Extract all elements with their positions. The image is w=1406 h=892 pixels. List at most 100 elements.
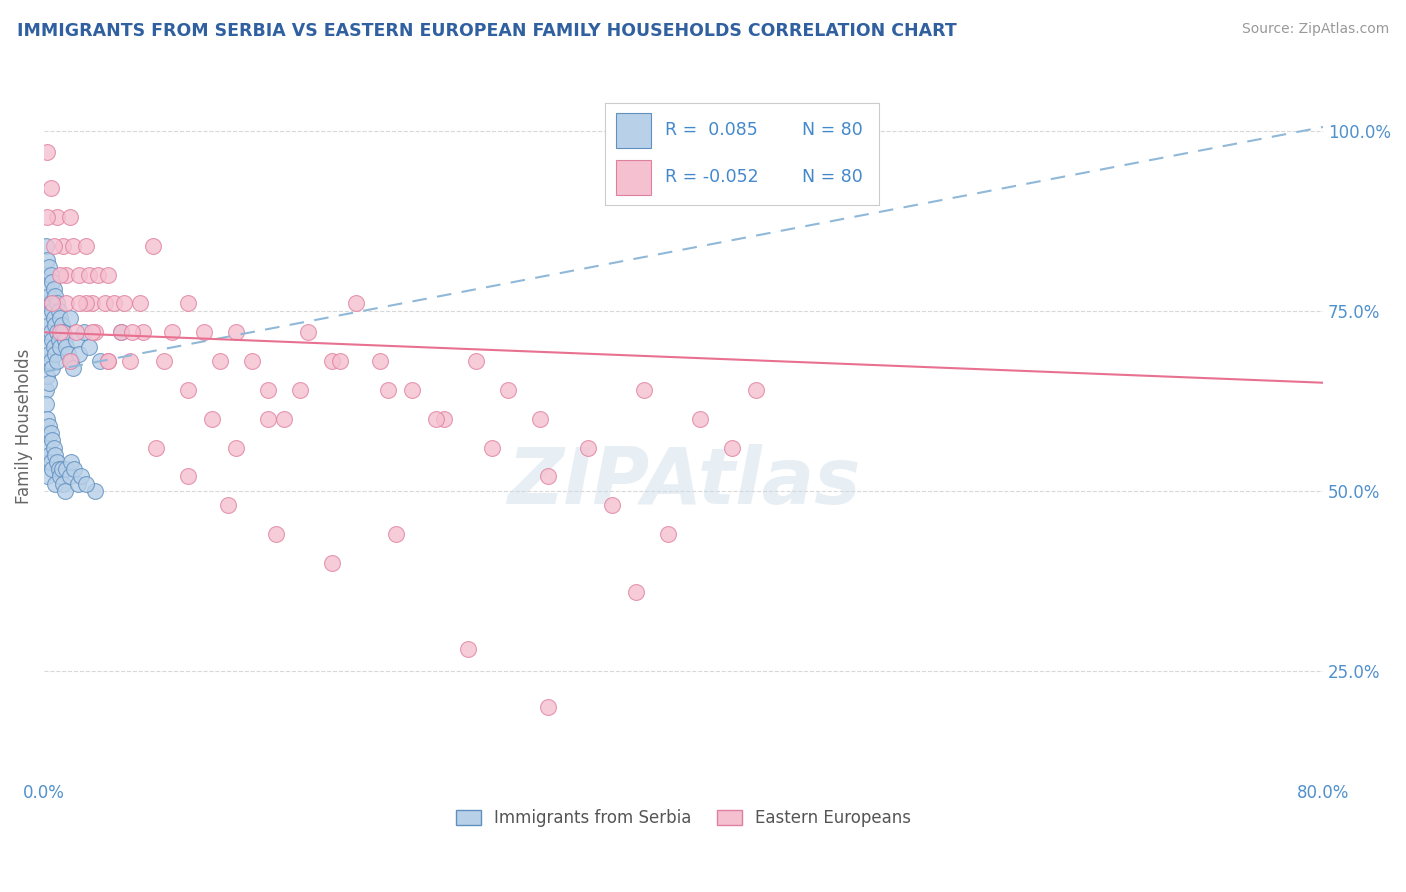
Point: [55, 296, 77, 310]
Point: [37, 368, 59, 383]
Point: [84, 483, 107, 498]
Text: R = -0.052: R = -0.052: [665, 169, 758, 186]
Point: [385, 527, 408, 541]
Point: [45, 296, 67, 310]
Point: [37, 469, 59, 483]
Point: [35, 383, 58, 397]
Legend: Immigrants from Serbia, Eastern Europeans: Immigrants from Serbia, Eastern European…: [450, 803, 918, 834]
Point: [51, 462, 73, 476]
Point: [120, 354, 142, 368]
Point: [45, 210, 67, 224]
Point: [97, 268, 120, 282]
Bar: [616, 112, 651, 148]
Point: [110, 326, 132, 340]
Point: [70, 469, 93, 483]
Point: [97, 354, 120, 368]
Point: [329, 354, 352, 368]
Point: [37, 340, 59, 354]
Point: [55, 462, 77, 476]
Point: [576, 441, 599, 455]
Point: [38, 419, 60, 434]
Point: [264, 527, 287, 541]
Point: [42, 239, 65, 253]
Point: [41, 462, 63, 476]
Point: [67, 347, 90, 361]
Point: [38, 318, 60, 332]
Point: [75, 476, 97, 491]
Point: [66, 476, 89, 491]
Point: [45, 326, 67, 340]
Point: [49, 469, 72, 483]
Point: [177, 296, 200, 310]
Point: [35, 239, 58, 253]
Point: [67, 296, 90, 310]
Point: [208, 354, 231, 368]
Point: [160, 326, 183, 340]
Point: [39, 268, 62, 282]
Point: [77, 268, 100, 282]
Point: [38, 260, 60, 275]
Y-axis label: Family Households: Family Households: [15, 348, 32, 504]
Point: [53, 483, 76, 498]
Point: [59, 469, 82, 483]
Point: [44, 347, 66, 361]
Point: [60, 354, 83, 368]
Point: [38, 448, 60, 462]
Point: [94, 296, 117, 310]
Point: [38, 376, 60, 390]
Point: [240, 354, 263, 368]
Point: [42, 310, 65, 325]
Point: [45, 354, 67, 368]
Point: [377, 383, 399, 397]
Point: [80, 296, 103, 310]
Point: [44, 448, 66, 462]
Point: [49, 310, 72, 325]
Point: [52, 476, 75, 491]
Point: [44, 476, 66, 491]
Point: [177, 469, 200, 483]
Point: [537, 469, 560, 483]
Point: [38, 347, 60, 361]
Bar: [616, 160, 651, 194]
Point: [41, 333, 63, 347]
Point: [129, 296, 152, 310]
Point: [344, 296, 367, 310]
Point: [633, 383, 655, 397]
Point: [55, 268, 77, 282]
Point: [56, 347, 79, 361]
Point: [41, 296, 63, 310]
Point: [257, 411, 280, 425]
Point: [62, 239, 84, 253]
Point: [44, 289, 66, 303]
Point: [75, 239, 97, 253]
Point: [288, 383, 311, 397]
Point: [110, 326, 132, 340]
Point: [41, 275, 63, 289]
Point: [63, 462, 86, 476]
Point: [297, 326, 319, 340]
Point: [48, 303, 70, 318]
Point: [65, 326, 87, 340]
Point: [37, 441, 59, 455]
Point: [45, 455, 67, 469]
Point: [67, 268, 90, 282]
Point: [425, 411, 447, 425]
Point: [457, 642, 479, 657]
Point: [37, 411, 59, 425]
Point: [39, 455, 62, 469]
Point: [273, 411, 295, 425]
Point: [35, 426, 58, 441]
Point: [37, 310, 59, 325]
Point: [35, 354, 58, 368]
Point: [529, 411, 551, 425]
Point: [257, 383, 280, 397]
Point: [42, 441, 65, 455]
Point: [39, 326, 62, 340]
Point: [62, 361, 84, 376]
Point: [177, 383, 200, 397]
Point: [41, 434, 63, 448]
Point: [44, 318, 66, 332]
Point: [35, 296, 58, 310]
Point: [89, 354, 111, 368]
Point: [65, 333, 87, 347]
